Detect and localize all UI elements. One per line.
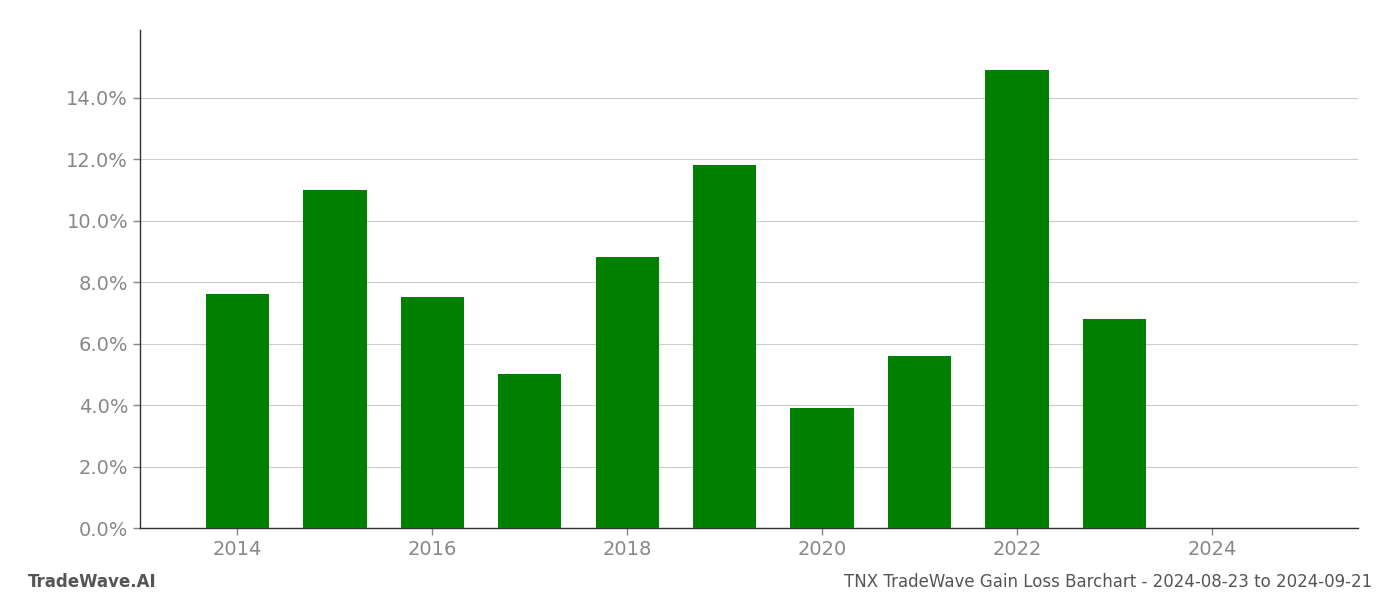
Bar	[206, 295, 269, 528]
Bar	[1082, 319, 1147, 528]
Bar	[693, 165, 756, 528]
Bar	[498, 374, 561, 528]
Text: TNX TradeWave Gain Loss Barchart - 2024-08-23 to 2024-09-21: TNX TradeWave Gain Loss Barchart - 2024-…	[844, 573, 1372, 591]
Bar	[791, 408, 854, 528]
Bar	[400, 298, 463, 528]
Bar	[304, 190, 367, 528]
Bar	[986, 70, 1049, 528]
Text: TradeWave.AI: TradeWave.AI	[28, 573, 157, 591]
Bar	[595, 257, 659, 528]
Bar	[888, 356, 951, 528]
